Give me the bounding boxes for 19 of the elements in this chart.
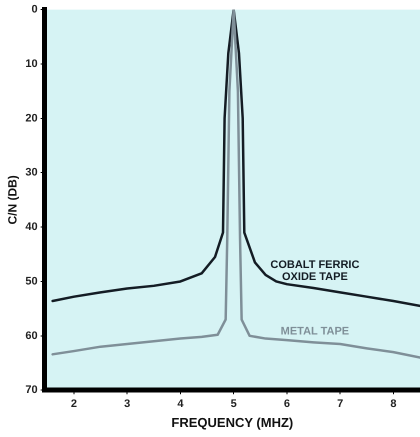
y-axis-title: C/N (DB) [6,175,20,225]
x-tick-label: 3 [124,398,130,410]
x-tick-label: 4 [177,398,184,410]
x-axis-title: FREQUENCY (MHZ) [171,414,294,430]
y-tick-label: 60 [25,330,38,342]
y-tick-label: 40 [25,221,38,234]
y-tick-label: 20 [25,112,38,124]
x-tick-label: 5 [230,398,237,410]
y-tick-label: 10 [25,58,38,70]
x-tick-label: 7 [337,398,344,410]
x-tick-label: 2 [70,398,77,410]
x-tick-label: 6 [284,398,290,410]
x-tick-label: 8 [390,398,396,410]
y-tick-label: 30 [25,166,38,179]
y-tick-label: 50 [25,275,38,288]
series-label: METAL TAPE [280,326,350,338]
y-tick-label: 70 [25,384,38,396]
series-label: COBALT FERRIC OXIDE TAPE [270,258,360,283]
y-tick-label: 0 [32,4,38,16]
